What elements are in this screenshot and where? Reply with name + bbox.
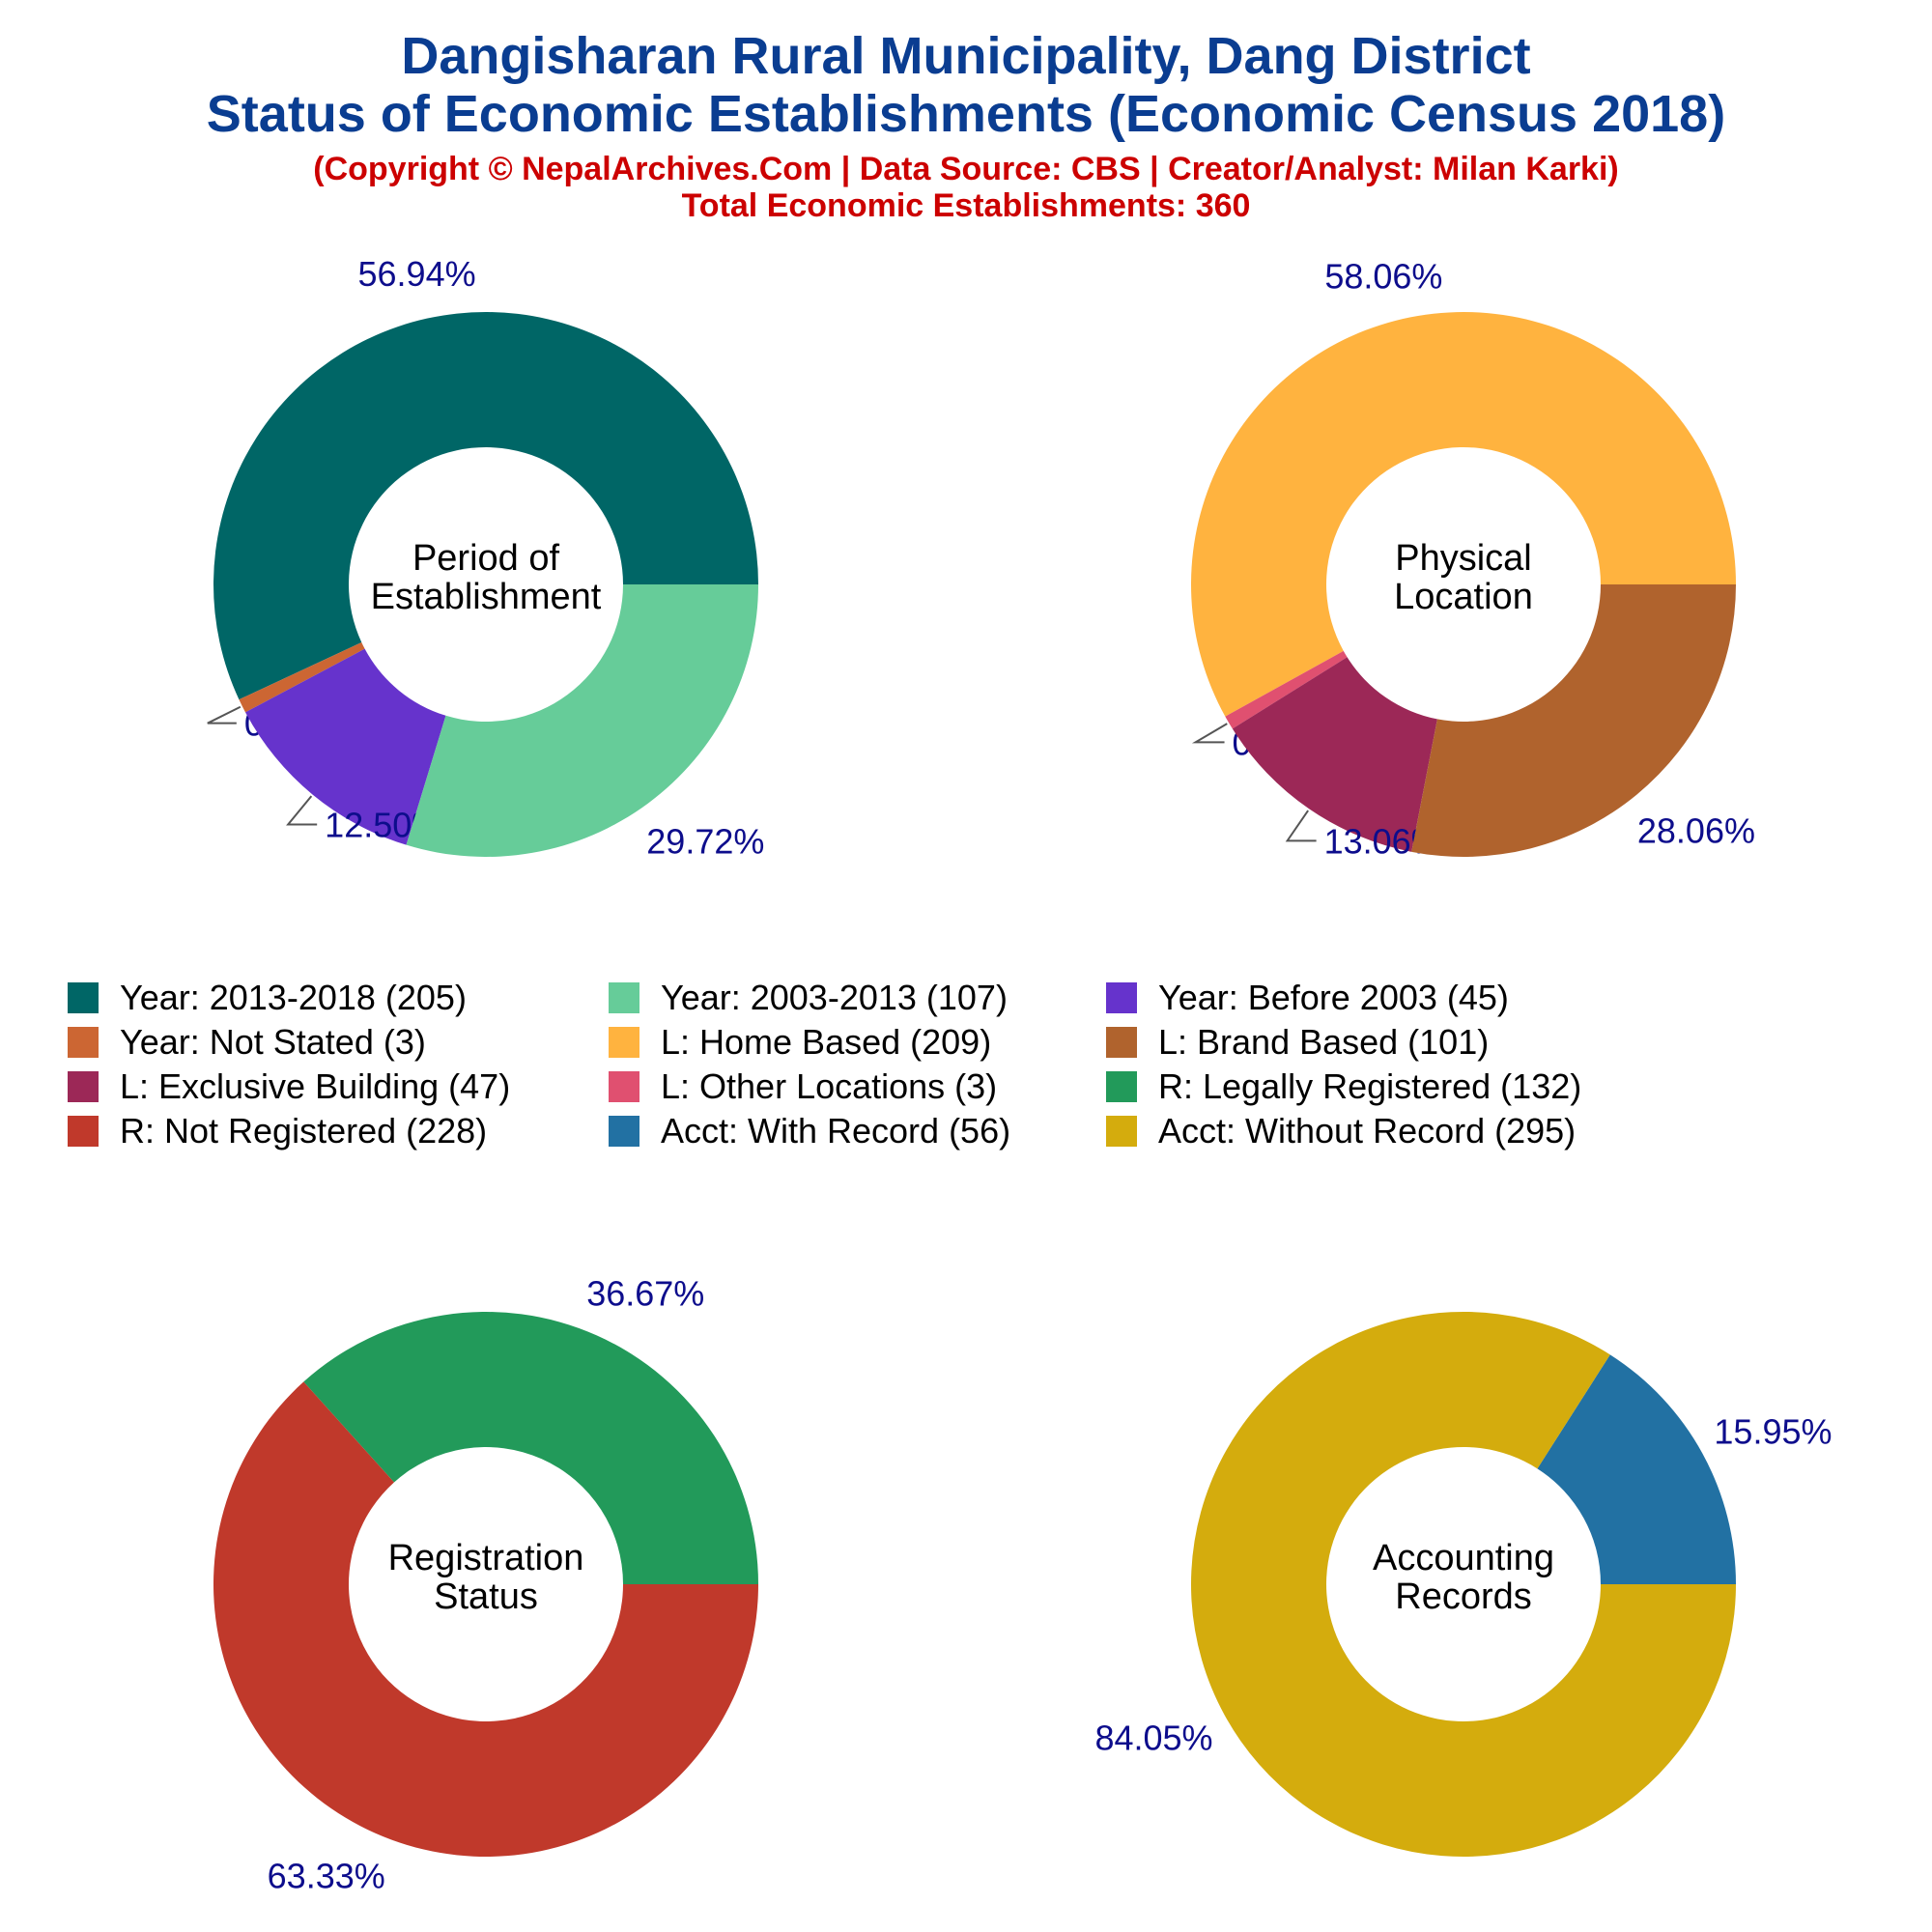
donut-slice (1537, 1354, 1736, 1584)
label-leader-line (1191, 723, 1228, 744)
legend-row: Year: Not Stated (3) L: Home Based (209)… (68, 1020, 1903, 1065)
donut-center-label: Records (1395, 1577, 1532, 1617)
slice-percentage-label: 15.95% (1714, 1411, 1832, 1451)
donut-center-label: Physical (1395, 538, 1532, 579)
legend-label: Year: Before 2003 (45) (1158, 978, 1509, 1017)
chart-title-line-2: Status of Economic Establishments (Econo… (206, 85, 1726, 143)
donut-slice (1225, 650, 1348, 729)
chart-subtitle-total: Total Economic Establishments: 360 (681, 187, 1251, 224)
donut-center-label: Accounting (1373, 1538, 1554, 1578)
label-leader-line (207, 705, 242, 724)
slice-percentage-label: 28.06% (1637, 811, 1755, 851)
donut-center-label: Period of (412, 538, 560, 579)
chart-title-line-1: Dangisharan Rural Municipality, Dang Dis… (401, 27, 1531, 85)
donut-slice (1411, 584, 1736, 857)
donut-slice (1232, 657, 1437, 852)
donut-center-label: Location (1394, 577, 1533, 617)
legend-label: R: Not Registered (228) (120, 1111, 488, 1151)
donut-center-label: Establishment (371, 577, 602, 617)
legend-item: Year: Before 2003 (45) (1106, 978, 1647, 1018)
legend-swatch (609, 982, 639, 1013)
legend-swatch (68, 1027, 99, 1058)
legend-item: L: Home Based (209) (609, 1022, 1106, 1063)
legend-swatch (1106, 982, 1137, 1013)
legend-label: L: Brand Based (101) (1158, 1022, 1490, 1062)
legend-swatch (609, 1116, 639, 1147)
donut-slice (213, 1381, 758, 1857)
legend-item: Acct: Without Record (295) (1106, 1111, 1647, 1151)
chart-header: Dangisharan Rural Municipality, Dang Dis… (0, 0, 1932, 224)
slice-percentage-label: 63.33% (268, 1856, 385, 1895)
legend-item: Year: 2013-2018 (205) (68, 978, 609, 1018)
donut-center-label: Registration (388, 1538, 584, 1578)
legend-label: Year: Not Stated (3) (120, 1022, 426, 1062)
legend-label: R: Legally Registered (132) (1158, 1066, 1582, 1106)
chart-subtitle-copyright: (Copyright © NepalArchives.Com | Data So… (313, 151, 1619, 187)
legend-row: L: Exclusive Building (47) L: Other Loca… (68, 1065, 1903, 1109)
legend-swatch (609, 1071, 639, 1102)
slice-percentage-label: 36.67% (586, 1274, 704, 1314)
legend-label: L: Other Locations (3) (661, 1066, 998, 1106)
donut-slice (239, 642, 365, 713)
slice-percentage-label: 58.06% (1324, 257, 1442, 297)
legend-item: Year: 2003-2013 (107) (609, 978, 1106, 1018)
donut-slice (1191, 1311, 1736, 1857)
slice-percentage-label: 84.05% (1094, 1719, 1212, 1758)
legend-label: Year: 2003-2013 (107) (661, 978, 1008, 1017)
legend-item: R: Legally Registered (132) (1106, 1066, 1647, 1107)
legend-label: Acct: Without Record (295) (1158, 1111, 1577, 1151)
donut-slice (303, 1311, 758, 1584)
legend-swatch (1106, 1071, 1137, 1102)
label-leader-line (1285, 810, 1317, 842)
legend-item: Acct: With Record (56) (609, 1111, 1106, 1151)
donut-slice (213, 311, 758, 700)
legend-row: R: Not Registered (228) Acct: With Recor… (68, 1109, 1903, 1153)
legend-label: Acct: With Record (56) (661, 1111, 1011, 1151)
legend-swatch (68, 1116, 99, 1147)
legend-label: L: Home Based (209) (661, 1022, 992, 1062)
legend-swatch (68, 1071, 99, 1102)
legend-swatch (609, 1027, 639, 1058)
slice-percentage-label: 56.94% (358, 254, 476, 294)
legend-row: Year: 2013-2018 (205) Year: 2003-2013 (1… (68, 976, 1903, 1020)
legend-label: Year: 2013-2018 (205) (120, 978, 467, 1017)
legend-swatch (1106, 1027, 1137, 1058)
legend-swatch (1106, 1116, 1137, 1147)
label-leader-line (286, 795, 318, 826)
donut-slice (1191, 312, 1736, 717)
slice-percentage-label: 29.72% (646, 821, 764, 861)
legend-item: L: Exclusive Building (47) (68, 1066, 609, 1107)
legend-item: L: Brand Based (101) (1106, 1022, 1647, 1063)
donut-slice (406, 584, 758, 857)
legend-label: L: Exclusive Building (47) (120, 1066, 511, 1106)
legend-item: Year: Not Stated (3) (68, 1022, 609, 1063)
donut-slice (245, 648, 446, 845)
legend-item: R: Not Registered (228) (68, 1111, 609, 1151)
legend: Year: 2013-2018 (205) Year: 2003-2013 (1… (68, 976, 1903, 1153)
legend-item: L: Other Locations (3) (609, 1066, 1106, 1107)
donut-center-label: Status (434, 1577, 538, 1617)
legend-swatch (68, 982, 99, 1013)
